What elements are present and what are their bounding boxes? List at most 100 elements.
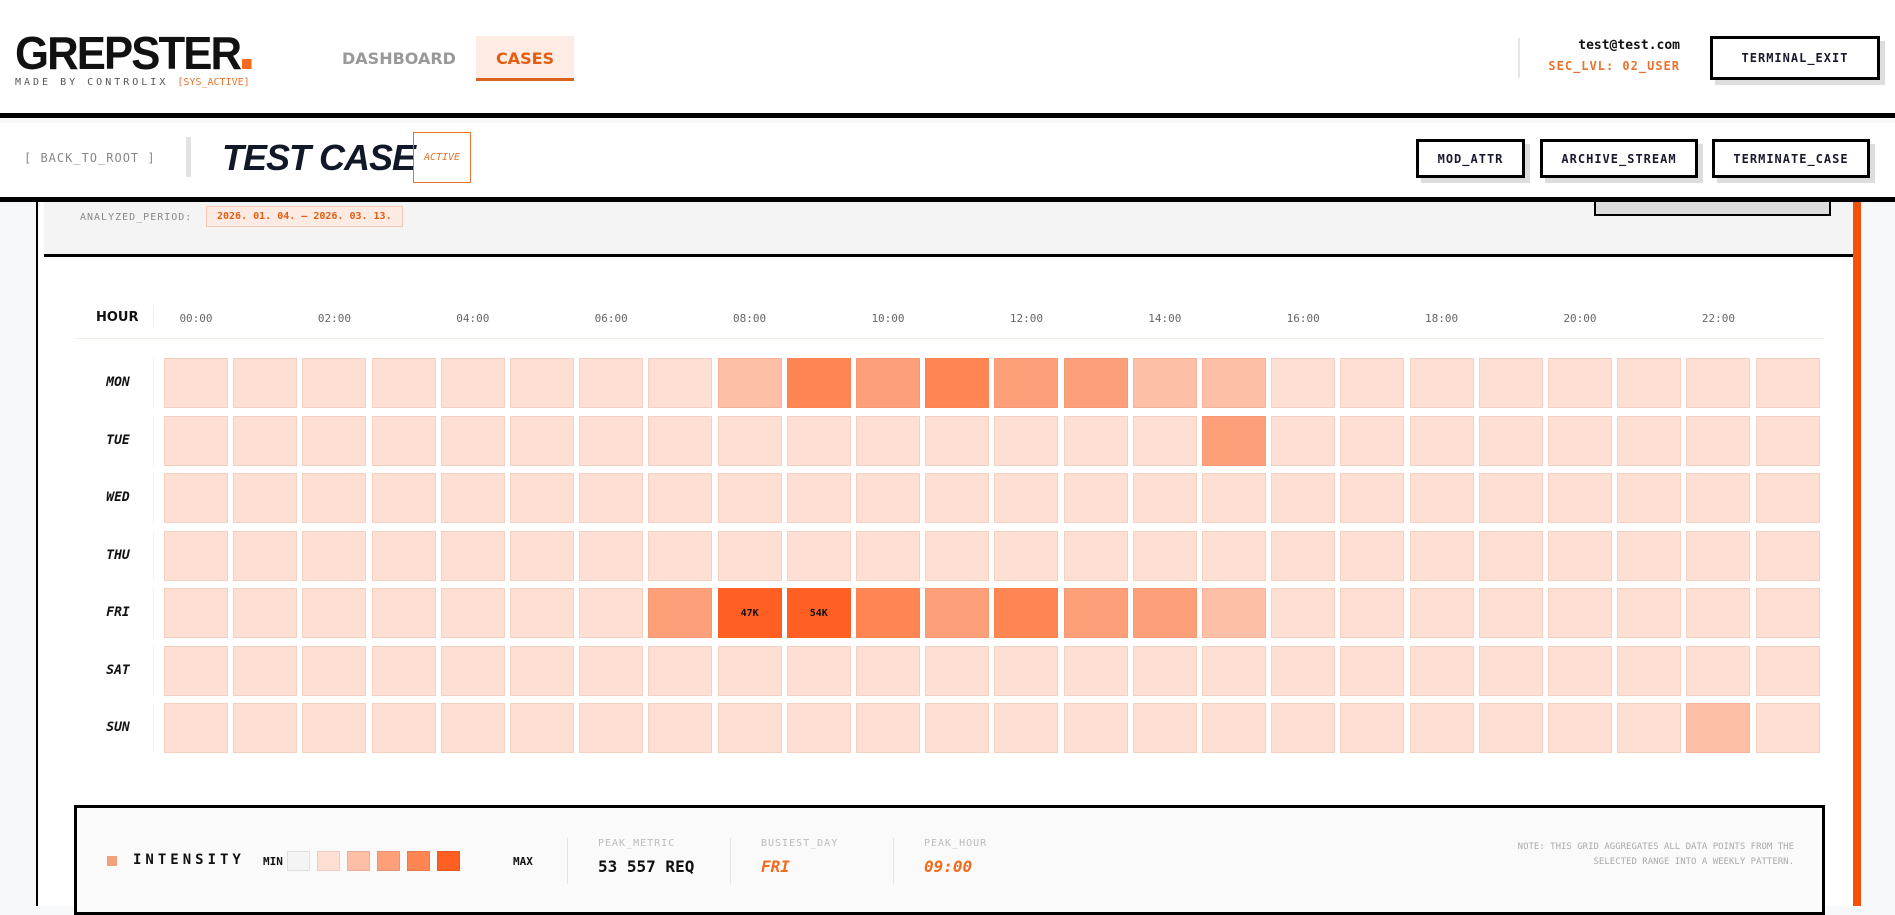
heatmap-cell[interactable] [1202, 358, 1266, 408]
heatmap-cell[interactable] [440, 703, 505, 753]
heatmap-cell[interactable] [510, 530, 574, 581]
heatmap-cell[interactable] [717, 645, 782, 696]
heatmap-cell[interactable] [717, 415, 782, 466]
heatmap-cell[interactable] [786, 358, 851, 408]
heatmap-cell[interactable] [717, 703, 782, 753]
heatmap-cell[interactable] [925, 703, 990, 753]
heatmap-cell[interactable] [579, 415, 644, 466]
heatmap-cell[interactable] [925, 588, 990, 638]
heatmap-cell[interactable] [1409, 645, 1474, 696]
heatmap-cell[interactable] [1755, 703, 1820, 753]
heatmap-cell[interactable] [1686, 530, 1751, 581]
heatmap-cell[interactable] [371, 703, 436, 753]
heatmap-cell[interactable] [1409, 588, 1474, 638]
heatmap-cell[interactable] [1755, 473, 1820, 523]
heatmap-cell[interactable] [717, 473, 782, 523]
heatmap-cell[interactable] [302, 530, 367, 581]
heatmap-cell[interactable] [856, 703, 920, 753]
heatmap-cell[interactable] [994, 473, 1059, 523]
heatmap-cell[interactable] [1340, 530, 1405, 581]
heatmap-cell[interactable] [302, 358, 367, 408]
heatmap-cell[interactable] [994, 645, 1059, 696]
heatmap-cell[interactable] [1132, 415, 1197, 466]
logo[interactable]: GREPSTER [15, 26, 252, 80]
heatmap-cell[interactable] [371, 588, 436, 638]
heatmap-cell[interactable] [1617, 358, 1682, 408]
heatmap-cell[interactable] [1340, 588, 1405, 638]
heatmap-cell[interactable] [1686, 703, 1751, 753]
heatmap-cell[interactable] [648, 530, 713, 581]
heatmap-cell[interactable] [164, 645, 228, 696]
heatmap-cell[interactable] [1617, 703, 1682, 753]
heatmap-cell[interactable] [1617, 588, 1682, 638]
heatmap-cell[interactable] [371, 530, 436, 581]
heatmap-cell[interactable] [1617, 530, 1682, 581]
heatmap-cell[interactable] [579, 358, 644, 408]
heatmap-cell[interactable] [717, 358, 782, 408]
heatmap-cell[interactable] [440, 530, 505, 581]
heatmap-cell[interactable] [1478, 588, 1543, 638]
heatmap-cell[interactable] [1755, 530, 1820, 581]
heatmap-cell[interactable] [233, 703, 298, 753]
heatmap-cell[interactable] [1202, 703, 1266, 753]
heatmap-cell[interactable] [233, 645, 298, 696]
heatmap-cell[interactable] [856, 530, 920, 581]
heatmap-cell[interactable] [1340, 473, 1405, 523]
heatmap-cell[interactable] [302, 473, 367, 523]
heatmap-cell[interactable] [579, 645, 644, 696]
heatmap-cell[interactable] [1202, 645, 1266, 696]
heatmap-cell[interactable] [1617, 415, 1682, 466]
terminate-case-button[interactable]: TERMINATE_CASE [1712, 139, 1870, 178]
heatmap-cell[interactable] [164, 588, 228, 638]
heatmap-cell[interactable] [994, 415, 1059, 466]
heatmap-cell[interactable] [648, 588, 713, 638]
heatmap-cell[interactable] [786, 703, 851, 753]
heatmap-cell[interactable] [510, 645, 574, 696]
heatmap-cell[interactable] [1132, 530, 1197, 581]
heatmap-cell[interactable] [233, 588, 298, 638]
heatmap-cell[interactable] [856, 358, 920, 408]
heatmap-cell[interactable]: 54K [786, 588, 851, 638]
mod-attr-button[interactable]: MOD_ATTR [1416, 139, 1525, 178]
heatmap-cell[interactable] [1340, 703, 1405, 753]
heatmap-cell[interactable] [1409, 530, 1474, 581]
heatmap-cell[interactable] [510, 703, 574, 753]
heatmap-cell[interactable] [1409, 703, 1474, 753]
heatmap-cell[interactable] [440, 645, 505, 696]
heatmap-cell[interactable] [164, 530, 228, 581]
heatmap-cell[interactable] [1478, 530, 1543, 581]
archive-stream-button[interactable]: ARCHIVE_STREAM [1540, 139, 1698, 178]
heatmap-cell[interactable] [994, 358, 1059, 408]
heatmap-cell[interactable] [1548, 530, 1612, 581]
heatmap-cell[interactable] [1617, 645, 1682, 696]
heatmap-cell[interactable] [233, 530, 298, 581]
heatmap-cell[interactable] [648, 415, 713, 466]
heatmap-cell[interactable] [1478, 358, 1543, 408]
heatmap-cell[interactable] [1548, 473, 1612, 523]
date-control[interactable] [1594, 202, 1831, 216]
heatmap-cell[interactable] [856, 415, 920, 466]
heatmap-cell[interactable] [1409, 358, 1474, 408]
heatmap-cell[interactable] [1202, 530, 1266, 581]
heatmap-cell[interactable] [440, 358, 505, 408]
heatmap-cell[interactable] [164, 703, 228, 753]
heatmap-cell[interactable] [1686, 358, 1751, 408]
heatmap-cell[interactable] [440, 588, 505, 638]
heatmap-cell[interactable] [648, 703, 713, 753]
heatmap-cell[interactable] [233, 415, 298, 466]
heatmap-cell[interactable] [1478, 415, 1543, 466]
heatmap-cell[interactable] [1202, 473, 1266, 523]
heatmap-cell[interactable] [1271, 473, 1336, 523]
heatmap-cell[interactable] [1755, 358, 1820, 408]
heatmap-cell[interactable] [1132, 358, 1197, 408]
heatmap-cell[interactable] [1340, 415, 1405, 466]
heatmap-cell[interactable] [1548, 703, 1612, 753]
heatmap-cell[interactable] [371, 645, 436, 696]
heatmap-cell[interactable] [1063, 415, 1128, 466]
heatmap-cell[interactable] [648, 473, 713, 523]
heatmap-cell[interactable] [1063, 645, 1128, 696]
heatmap-cell[interactable] [1132, 645, 1197, 696]
heatmap-cell[interactable] [925, 645, 990, 696]
heatmap-cell[interactable] [440, 415, 505, 466]
heatmap-cell[interactable] [371, 358, 436, 408]
